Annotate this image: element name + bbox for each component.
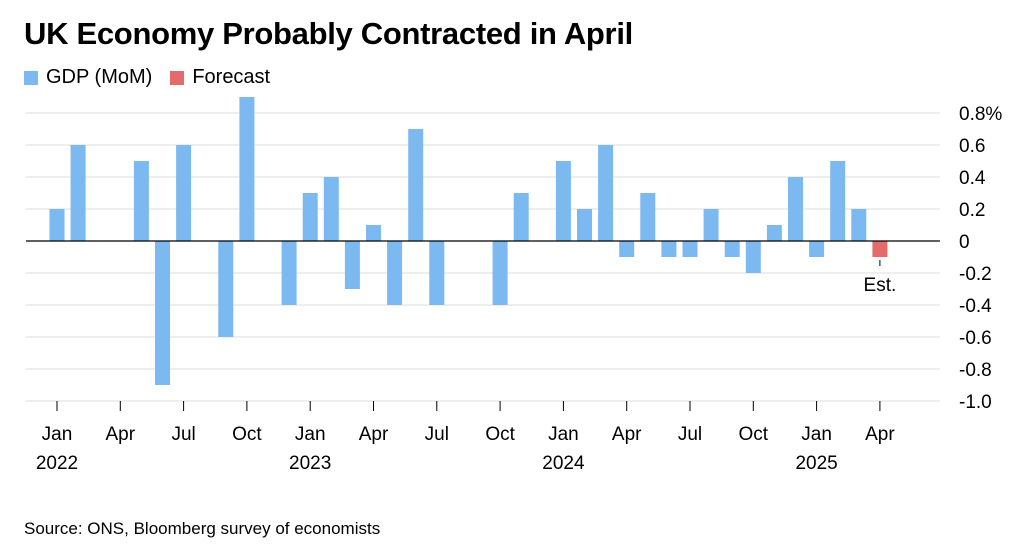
bar-gdp <box>619 241 635 257</box>
x-tick-label-year: 2023 <box>289 453 331 474</box>
bar-gdp <box>323 177 339 241</box>
bar-gdp <box>302 193 318 241</box>
bar-gdp <box>133 161 149 241</box>
x-tick-label-month: Apr <box>359 424 389 445</box>
y-tick-label: -0.4 <box>959 296 992 317</box>
bar-gdp <box>344 241 360 289</box>
x-tick-label-month: Jul <box>678 424 702 445</box>
bar-gdp <box>281 241 297 305</box>
y-tick-label: -0.8 <box>959 360 992 381</box>
y-tick-label: 0 <box>959 232 970 253</box>
bar-gdp <box>577 209 592 241</box>
bar-gdp <box>155 241 170 385</box>
x-tick-label-month: Jan <box>42 424 73 445</box>
y-tick-label: -0.6 <box>959 328 992 349</box>
bar-gdp <box>640 193 656 241</box>
bar-gdp <box>745 241 761 273</box>
x-tick-label-year: 2024 <box>542 453 585 474</box>
bar-gdp <box>176 145 192 241</box>
x-tick-label-month: Oct <box>485 424 515 445</box>
legend-label-gdp: GDP (MoM) <box>46 66 153 88</box>
bar-gdp <box>492 241 508 305</box>
x-tick-label-month: Oct <box>739 424 769 445</box>
legend-swatch-gdp <box>24 70 38 85</box>
bar-gdp <box>513 193 529 241</box>
bar-gdp <box>70 145 86 241</box>
x-tick-label-month: Apr <box>612 424 642 445</box>
x-tick-label-month: Jul <box>171 424 195 445</box>
x-tick-label-month: Jul <box>425 424 449 445</box>
bar-gdp <box>766 225 782 241</box>
x-tick-label-year: 2025 <box>795 453 837 474</box>
legend-label-forecast: Forecast <box>192 66 271 88</box>
bar-forecast <box>872 241 888 257</box>
bar-gdp <box>661 241 677 257</box>
y-tick-label: 0.8% <box>959 104 1002 125</box>
y-tick-label: -1.0 <box>959 392 992 413</box>
bar-gdp <box>239 97 255 241</box>
x-tick-label-year: 2022 <box>36 453 78 474</box>
legend-item-forecast: Forecast <box>170 66 270 89</box>
bar-gdp <box>555 161 571 241</box>
bar-gdp <box>830 161 846 241</box>
x-tick-label-month: Jan <box>548 424 579 445</box>
annotation-est: Est. <box>864 275 897 296</box>
bar-gdp <box>366 225 381 241</box>
chart-title: UK Economy Probably Contracted in April <box>24 16 633 51</box>
y-tick-label: -0.2 <box>959 264 992 285</box>
bar-gdp <box>682 241 698 257</box>
bar-gdp <box>703 209 719 241</box>
y-tick-label: 0.4 <box>959 168 986 189</box>
bar-gdp <box>49 209 65 241</box>
bar-gdp <box>851 209 867 241</box>
bar-gdp <box>788 177 803 241</box>
legend-swatch-forecast <box>170 70 185 85</box>
x-tick-label-month: Jan <box>801 424 832 445</box>
bar-gdp <box>408 129 424 241</box>
legend-item-gdp: GDP (MoM) <box>24 66 152 89</box>
bar-gdp <box>724 241 740 257</box>
bar-gdp <box>387 241 403 305</box>
x-tick-label-month: Apr <box>106 424 136 445</box>
bar-gdp <box>429 241 445 305</box>
bar-gdp <box>598 145 614 241</box>
y-tick-label: 0.6 <box>959 136 985 157</box>
bar-gdp <box>809 241 825 257</box>
bar-gdp <box>218 241 234 337</box>
y-tick-label: 0.2 <box>959 200 985 221</box>
x-tick-label-month: Oct <box>232 424 262 445</box>
x-tick-label-month: Jan <box>295 424 326 445</box>
x-tick-label-month: Apr <box>865 424 895 445</box>
source-note: Source: ONS, Bloomberg survey of economi… <box>24 519 381 538</box>
legend: GDP (MoM) Forecast <box>24 66 288 89</box>
